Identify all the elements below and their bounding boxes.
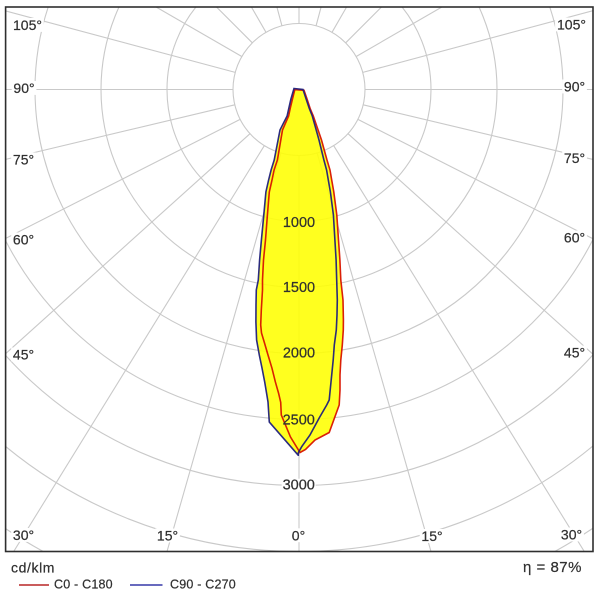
svg-text:30°: 30° [561, 527, 582, 543]
svg-text:C90 - C270: C90 - C270 [170, 578, 236, 592]
svg-text:0°: 0° [292, 527, 305, 543]
svg-text:C0 - C180: C0 - C180 [54, 578, 113, 592]
svg-text:60°: 60° [13, 232, 34, 248]
svg-text:105°: 105° [13, 17, 42, 33]
svg-text:45°: 45° [13, 347, 34, 363]
svg-text:45°: 45° [564, 345, 585, 361]
svg-text:90°: 90° [13, 80, 34, 96]
svg-text:60°: 60° [564, 230, 585, 246]
svg-text:15°: 15° [421, 528, 442, 544]
svg-text:3000: 3000 [283, 478, 315, 494]
svg-text:105°: 105° [557, 17, 586, 33]
svg-text:75°: 75° [13, 152, 34, 168]
svg-text:1500: 1500 [283, 280, 315, 296]
svg-text:2500: 2500 [283, 413, 315, 429]
svg-text:2000: 2000 [283, 346, 315, 362]
svg-text:90°: 90° [564, 79, 585, 95]
svg-text:75°: 75° [564, 150, 585, 166]
svg-text:1000: 1000 [283, 215, 315, 231]
svg-text:15°: 15° [157, 528, 178, 544]
svg-text:η = 87%: η = 87% [523, 559, 582, 576]
svg-text:30°: 30° [13, 527, 34, 543]
svg-text:cd/klm: cd/klm [11, 560, 55, 576]
